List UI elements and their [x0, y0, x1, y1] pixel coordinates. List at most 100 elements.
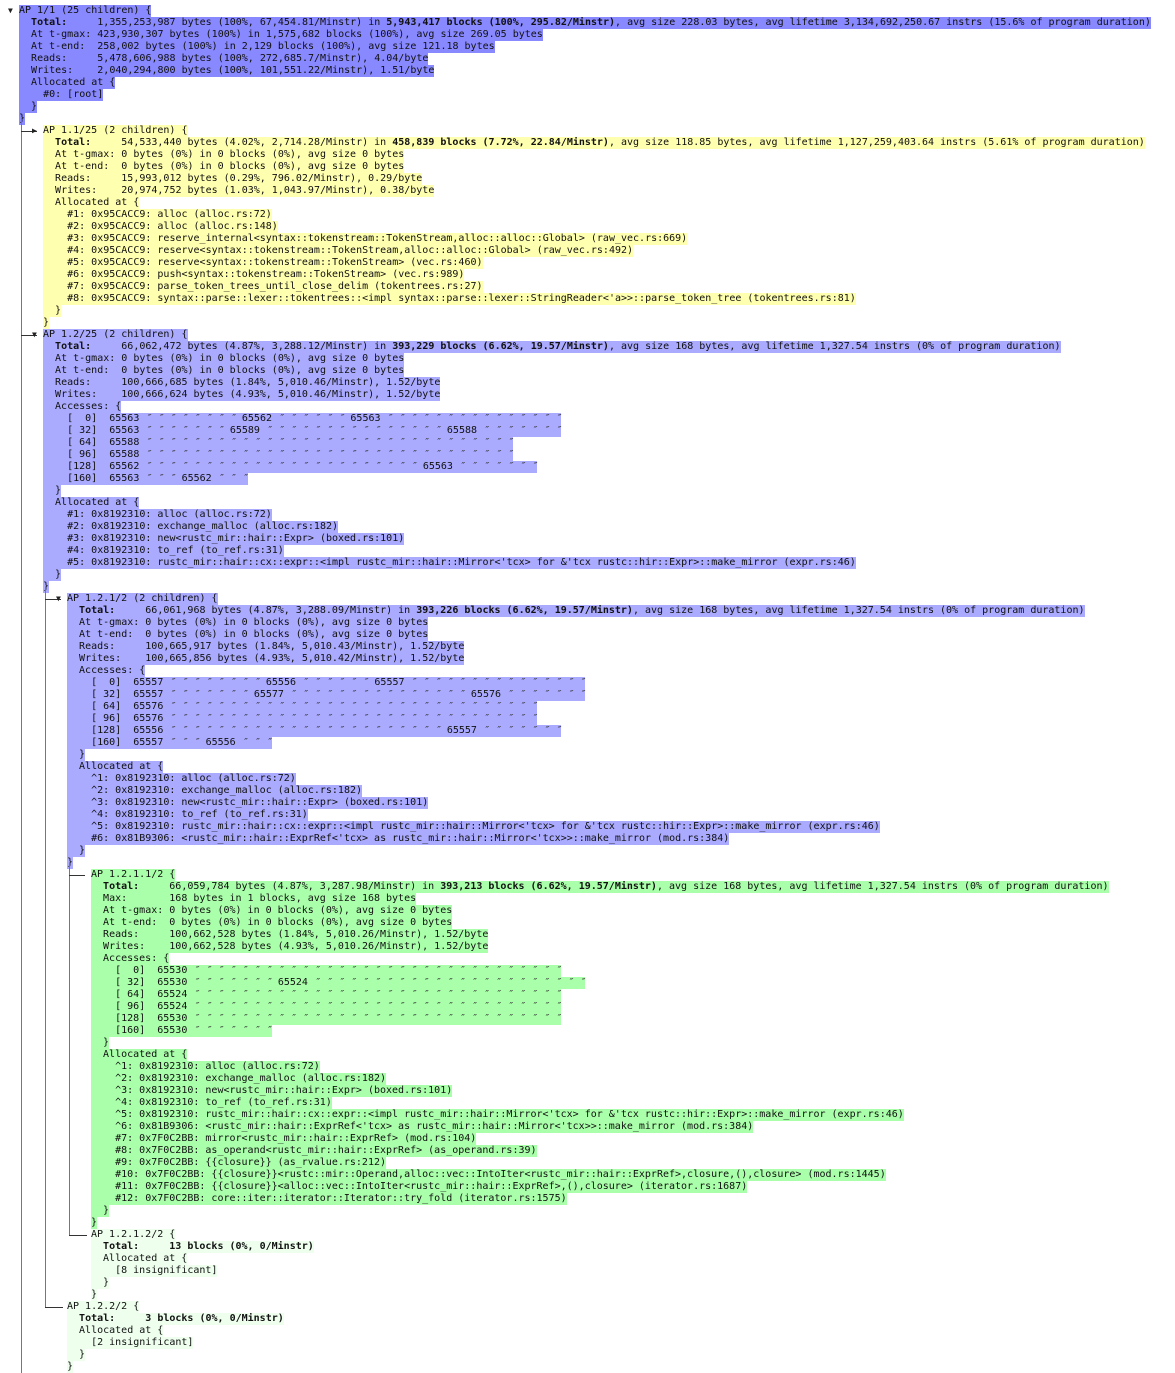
total-blocks: 458,839 blocks (7.72%, 22.84/Minstr) [392, 137, 609, 148]
ditto-mark: ″ [157, 473, 164, 484]
ditto-mark: ″ [519, 989, 526, 1000]
collapsed-triangle-icon[interactable]: ▶ [32, 126, 37, 135]
access-offset: [ 96] [67, 449, 98, 460]
ditto-mark: ″ [205, 965, 212, 976]
ditto-mark: ″ [446, 701, 453, 712]
stack-frame-text: #12: 0x7F0C2BB: core::iter::iterator::It… [91, 1193, 567, 1205]
stack-frame-text: #6: 0x95CACC9: push<syntax::tokenstream:… [43, 269, 465, 281]
ditto-mark: ″ [181, 425, 188, 436]
stack-frame-text: #1: 0x95CACC9: alloc (alloc.rs:72) [43, 209, 272, 221]
ap-header[interactable]: AP 1.2/25 (2 children) {▼ [21, 329, 1175, 341]
ditto-mark: ″ [217, 461, 224, 472]
stack-frame-text: #8: 0x95CACC9: syntax::parse::lexer::tok… [43, 293, 856, 305]
ditto-mark: ″ [338, 461, 345, 472]
ap-header[interactable]: AP 1.2.1.2/2 { [69, 1229, 1175, 1241]
ditto-mark: ″ [193, 1013, 200, 1024]
expanded-triangle-icon[interactable]: ▼ [56, 594, 61, 603]
ditto-mark: ″ [519, 725, 526, 736]
access-offset: [160] [67, 473, 98, 484]
stat-label: Writes: [55, 389, 122, 400]
ap-children: AP 1.2.1/2 (2 children) {▼ Total: 66,061… [43, 587, 1175, 1373]
access-row-text: [ 96] 65524 ″ ″ ″ ″ ″ ″ ″ ″ ″ ″ ″ ″ ″ ″ … [91, 1001, 562, 1013]
ditto-mark: ″ [410, 977, 417, 988]
stat-line: Writes: 100,662,528 bytes (4.93%, 5,010.… [91, 941, 1175, 953]
stat-line-text: At t-end: 0 bytes (0%) in 0 blocks (0%),… [67, 629, 429, 641]
ditto-mark: ″ [458, 461, 465, 472]
ditto-mark: ″ [446, 1001, 453, 1012]
ditto-mark: ″ [531, 689, 538, 700]
frame-text: #1: 0x8192310: alloc (alloc.rs:72) [67, 509, 272, 520]
ditto-mark: ″ [555, 1001, 562, 1012]
expanded-triangle-icon[interactable]: ▼ [32, 330, 37, 339]
ap-header[interactable]: AP 1.1/25 (2 children) {▶ [21, 125, 1175, 137]
ditto-mark: ″ [386, 413, 393, 424]
ditto-mark: ″ [458, 977, 465, 988]
stack-frame: ^3: 0x8192310: new<rustc_mir::hair::Expr… [67, 797, 1175, 809]
ditto-mark: ″ [301, 1001, 308, 1012]
ditto-mark: ″ [277, 1013, 284, 1024]
ditto-mark: ″ [326, 989, 333, 1000]
ditto-mark: ″ [434, 725, 441, 736]
frame-text: [2 insignificant] [91, 1337, 194, 1348]
ditto-mark: ″ [205, 425, 212, 436]
ap-header[interactable]: AP 1.2.2/2 { [45, 1301, 1175, 1313]
frame-text: ^3: 0x8192310: new<rustc_mir::hair::Expr… [115, 1085, 453, 1096]
ditto-mark: ″ [374, 989, 381, 1000]
expanded-triangle-icon[interactable]: ▼ [8, 6, 13, 15]
ditto-mark: ″ [446, 677, 453, 688]
access-count: 65530 [157, 1013, 188, 1024]
ditto-mark: ″ [241, 713, 248, 724]
total-bytes: 1,355,253,987 bytes (100%, 67,454.81/Min… [97, 17, 387, 28]
ditto-mark: ″ [145, 413, 152, 424]
stack-frame-text: [8 insignificant] [91, 1265, 218, 1277]
ditto-mark: ″ [181, 413, 188, 424]
ditto-mark: ″ [386, 689, 393, 700]
frame-text: ^6: 0x81B9306: <rustc_mir::hair::ExprRef… [115, 1121, 754, 1132]
ditto-mark: ″ [507, 713, 514, 724]
ap-header[interactable]: AP 1/1 (25 children) {▼ [8, 5, 1175, 17]
ditto-mark: ″ [507, 701, 514, 712]
allocated-header-text: Allocated at { [91, 1049, 188, 1061]
ditto-mark: ″ [241, 725, 248, 736]
access-count: 65563 [109, 413, 140, 424]
stat-label: At t-end: [31, 41, 98, 52]
allocation-point: AP 1.2.1/2 (2 children) {▼ Total: 66,061… [45, 593, 1175, 1301]
access-count: 65562 [181, 473, 212, 484]
stack-frame: ^1: 0x8192310: alloc (alloc.rs:72) [91, 1061, 1175, 1073]
ditto-mark: ″ [555, 725, 562, 736]
ditto-mark: ″ [193, 461, 200, 472]
total-bytes: 66,061,968 bytes (4.87%, 3,288.09/Minstr… [145, 605, 417, 616]
ditto-mark: ″ [398, 725, 405, 736]
ap-header[interactable]: AP 1.2.1/2 (2 children) {▼ [45, 593, 1175, 605]
stack-frame-text: #3: 0x8192310: new<rustc_mir::hair::Expr… [43, 533, 405, 545]
ditto-mark: ″ [205, 413, 212, 424]
ditto-mark: ″ [350, 449, 357, 460]
ditto-mark: ″ [181, 701, 188, 712]
ditto-mark: ″ [338, 437, 345, 448]
allocated-header: Allocated at { [91, 1049, 1175, 1061]
ditto-mark: ″ [434, 689, 441, 700]
stack-frame-text: #9: 0x7F0C2BB: {{closure}} (as_rvalue.rs… [91, 1157, 387, 1169]
ditto-mark: ″ [483, 701, 490, 712]
ap-header[interactable]: AP 1.2.1.1/2 { [69, 869, 1175, 881]
frame-text: #2: 0x8192310: exchange_malloc (alloc.rs… [67, 521, 339, 532]
stat-line-text: At t-end: 0 bytes (0%) in 0 blocks (0%),… [91, 917, 453, 929]
ditto-mark: ″ [314, 437, 321, 448]
ditto-mark: ″ [290, 437, 297, 448]
ditto-mark: ″ [326, 977, 333, 988]
frame-text: #3: 0x8192310: new<rustc_mir::hair::Expr… [67, 533, 405, 544]
total-rest: , avg size 168 bytes, avg lifetime 1,327… [608, 341, 1061, 352]
ditto-mark: ″ [181, 713, 188, 724]
frame-text: [8 insignificant] [115, 1265, 218, 1276]
access-row-text: [128] 65562 ″ ″ ″ ″ ″ ″ ″ ″ ″ ″ ″ ″ ″ ″ … [43, 461, 538, 473]
stack-frame: #7: 0x95CACC9: parse_token_trees_until_c… [43, 281, 1175, 293]
ditto-mark: ″ [265, 425, 272, 436]
access-count: 65588 [446, 425, 478, 436]
ditto-mark: ″ [169, 737, 176, 748]
access-offset: [ 0] [67, 413, 98, 424]
ap-close: } [43, 317, 1175, 329]
ditto-mark: ″ [205, 1025, 212, 1036]
access-row: [ 0] 65557 ″ ″ ″ ″ ″ ″ ″ ″ 65556 ″ ″ ″ ″… [67, 677, 1175, 689]
ap-header-text: AP 1.2.2/2 { [67, 1301, 140, 1313]
tree-connector [69, 1235, 87, 1236]
